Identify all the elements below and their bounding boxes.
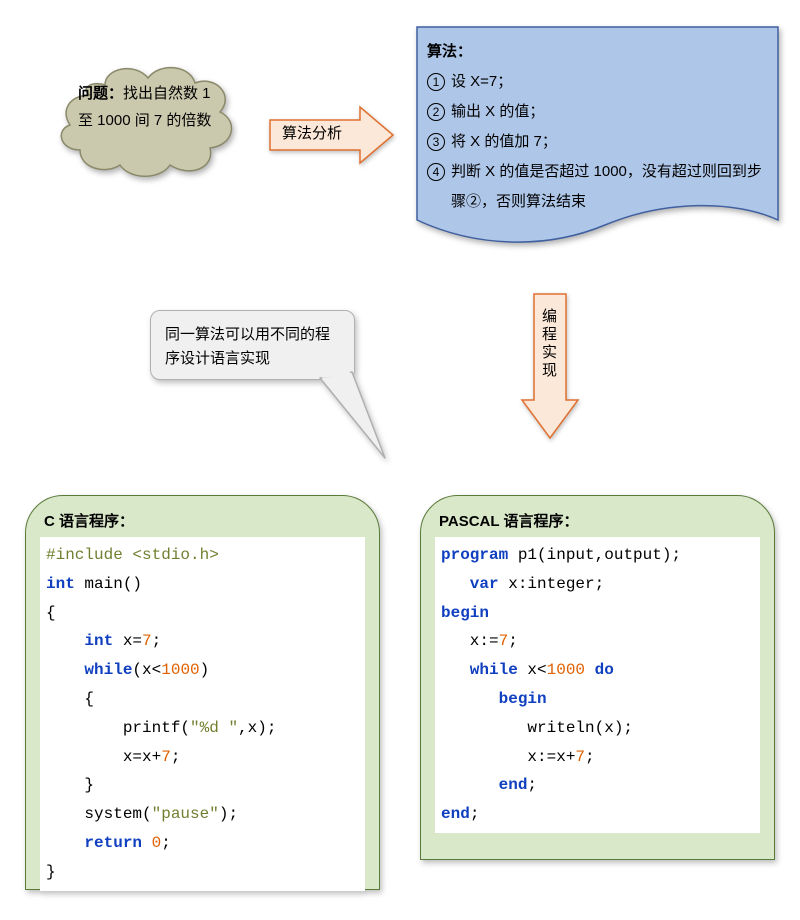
step-num-2: 2	[427, 103, 445, 121]
algorithm-content: 算法： 1设 X=7； 2输出 X 的值； 3将 X 的值加 7； 4判断 X …	[427, 37, 768, 217]
step-num-4: 4	[427, 163, 445, 181]
algo-step-1: 1设 X=7；	[427, 67, 768, 97]
step-num-3: 3	[427, 133, 445, 151]
c-code-title: C 语言程序：	[40, 510, 365, 531]
algo-step-3: 3将 X 的值加 7；	[427, 127, 768, 157]
pascal-code-body: program p1(input,output); var x:integer;…	[435, 537, 760, 833]
algorithm-title: 算法：	[427, 37, 768, 67]
diagram-canvas: 问题：找出自然数 1 至 1000 间 7 的倍数 算法分析 算法： 1设 X=…	[20, 20, 780, 900]
arrow-analyze-label: 算法分析	[282, 122, 342, 143]
algo-step-4: 4判断 X 的值是否超过 1000，没有超过则回到步骤②，否则算法结束	[427, 157, 768, 217]
algorithm-box: 算法： 1设 X=7； 2输出 X 的值； 3将 X 的值加 7； 4判断 X …	[415, 25, 780, 250]
algo-step-2: 2输出 X 的值；	[427, 97, 768, 127]
note-bubble: 同一算法可以用不同的程序设计语言实现	[150, 310, 370, 400]
problem-text: 问题：找出自然数 1 至 1000 间 7 的倍数	[78, 80, 228, 134]
pascal-code-title: PASCAL 语言程序：	[435, 510, 760, 531]
c-code-panel: C 语言程序： #include <stdio.h> int main() { …	[25, 495, 380, 890]
step-num-1: 1	[427, 73, 445, 91]
arrow-implement-label: 编程实现	[542, 308, 560, 380]
c-code-body: #include <stdio.h> int main() { int x=7;…	[40, 537, 365, 891]
problem-label: 问题：	[78, 85, 123, 102]
pascal-code-panel: PASCAL 语言程序： program p1(input,output); v…	[420, 495, 775, 860]
